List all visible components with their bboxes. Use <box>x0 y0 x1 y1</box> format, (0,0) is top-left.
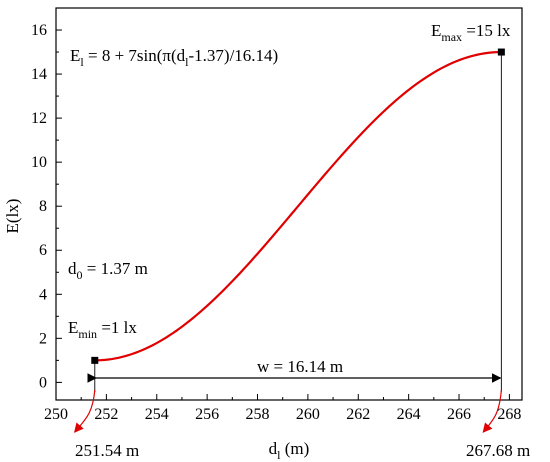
y-tick-label: 10 <box>31 154 47 171</box>
right-red-arrow <box>482 389 502 433</box>
emin-annotation: Emin =1 lx <box>68 318 137 341</box>
right-marker-label: 267.68 m <box>466 441 530 460</box>
min-point-marker <box>91 356 99 364</box>
y-tick-label: 4 <box>39 286 47 303</box>
y-tick-label: 12 <box>31 110 47 127</box>
series-line <box>94 50 502 362</box>
x-axis-title: dl (m) <box>269 439 310 462</box>
x-tick-label: 250 <box>44 406 68 423</box>
x-tick-label: 262 <box>346 406 370 423</box>
y-axis-title: E(lx) <box>3 199 22 234</box>
y-tick-label: 8 <box>39 198 47 215</box>
x-tick-label: 258 <box>246 406 270 423</box>
x-tick-label: 252 <box>94 406 118 423</box>
emax-annotation: Emax =15 lx <box>431 21 511 44</box>
width-label: w = 16.14 m <box>257 357 343 376</box>
plot-frame <box>55 7 523 401</box>
x-tick-label: 268 <box>497 406 521 423</box>
x-tick-label: 260 <box>296 406 320 423</box>
y-tick-label: 16 <box>31 22 47 39</box>
x-tick-label: 264 <box>397 406 421 423</box>
x-tick-label: 266 <box>447 406 471 423</box>
formula-annotation: El = 8 + 7sin(π(dl-1.37)/16.14) <box>70 46 278 69</box>
x-axis-ticks: 250 252 254 256 258 260 262 264 266 268 <box>44 394 521 423</box>
x-tick-label: 256 <box>195 406 219 423</box>
y-tick-label: 0 <box>39 374 47 391</box>
y-tick-label: 14 <box>31 66 47 83</box>
left-red-arrow <box>74 389 96 433</box>
y-tick-label: 6 <box>39 242 47 259</box>
x-tick-label: 254 <box>145 406 169 423</box>
d0-annotation: d0 = 1.37 m <box>68 259 148 282</box>
y-axis-ticks: 0 2 4 6 8 10 12 14 16 <box>31 22 62 391</box>
max-point-marker <box>497 48 505 56</box>
y-tick-label: 2 <box>39 330 47 347</box>
left-marker-label: 251.54 m <box>75 441 139 460</box>
